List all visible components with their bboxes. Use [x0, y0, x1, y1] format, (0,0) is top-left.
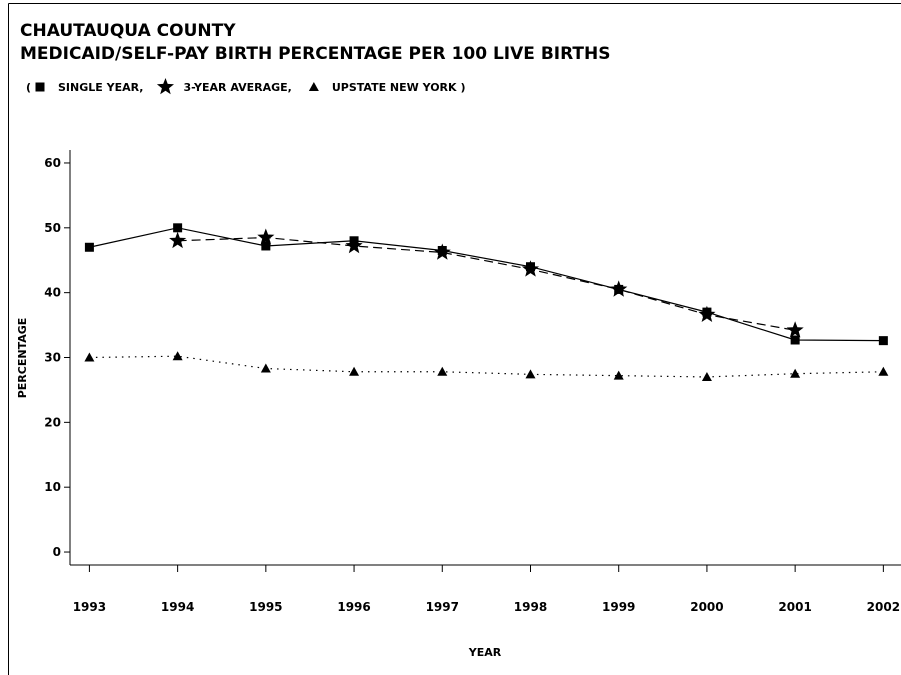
- marker-triangle: [525, 369, 536, 379]
- y-tick-label: 40: [44, 286, 61, 300]
- marker-square: [173, 223, 183, 233]
- x-tick-label: 1996: [337, 600, 370, 614]
- marker-triangle: [878, 366, 889, 376]
- marker-star: [433, 243, 451, 260]
- marker-triangle: [84, 352, 95, 362]
- marker-triangle: [260, 363, 271, 373]
- marker-triangle: [613, 370, 624, 380]
- series-line: [177, 236, 796, 331]
- marker-square: [84, 242, 94, 252]
- x-tick-label: 2001: [778, 600, 811, 614]
- marker-square: [790, 335, 800, 345]
- y-tick-label: 0: [53, 545, 61, 559]
- y-tick-label: 60: [44, 156, 61, 170]
- marker-star: [698, 305, 716, 322]
- marker-square: [261, 241, 271, 251]
- marker-square: [878, 336, 888, 346]
- legend-bracket: (: [26, 81, 31, 94]
- x-tick-label: 1995: [249, 600, 282, 614]
- y-tick-label: 30: [44, 351, 61, 365]
- legend-label: 3-YEAR AVERAGE,: [183, 81, 291, 94]
- marker-star: [521, 260, 539, 277]
- y-tick-label: 10: [44, 480, 61, 494]
- marker-star: [345, 237, 363, 254]
- series-line: [89, 227, 884, 342]
- chart-subtitle: MEDICAID/SELF-PAY BIRTH PERCENTAGE PER 1…: [20, 44, 611, 64]
- marker-triangle: [701, 371, 712, 381]
- x-tick-label: 1999: [602, 600, 635, 614]
- x-tick-label: 1993: [73, 600, 106, 614]
- x-axis-label: YEAR: [468, 646, 502, 659]
- marker-triangle: [349, 366, 360, 376]
- x-tick-label: 2002: [867, 600, 900, 614]
- marker-star: [786, 321, 804, 338]
- legend-marker: [156, 78, 174, 95]
- marker-star: [169, 231, 187, 249]
- x-tick-label: 1997: [426, 600, 459, 614]
- legend-bracket: ): [461, 81, 466, 94]
- legend-label: UPSTATE NEW YORK: [332, 81, 457, 94]
- marker-star: [610, 280, 628, 297]
- legend-marker: [308, 82, 319, 91]
- x-tick-label: 2000: [690, 600, 723, 614]
- marker-triangle: [790, 368, 801, 378]
- marker-star: [257, 228, 275, 245]
- marker-triangle: [437, 366, 448, 376]
- x-tick-label: 1998: [514, 600, 547, 614]
- x-tick-label: 1994: [161, 600, 194, 614]
- marker-triangle: [172, 351, 183, 361]
- series-line: [89, 355, 884, 378]
- legend-marker: [35, 82, 45, 92]
- legend-label: SINGLE YEAR,: [58, 81, 143, 94]
- chart-title: CHAUTAUQUA COUNTY: [20, 21, 236, 41]
- y-tick-label: 20: [44, 415, 61, 429]
- y-tick-label: 50: [44, 221, 61, 235]
- y-axis-label: PERCENTAGE: [16, 318, 29, 399]
